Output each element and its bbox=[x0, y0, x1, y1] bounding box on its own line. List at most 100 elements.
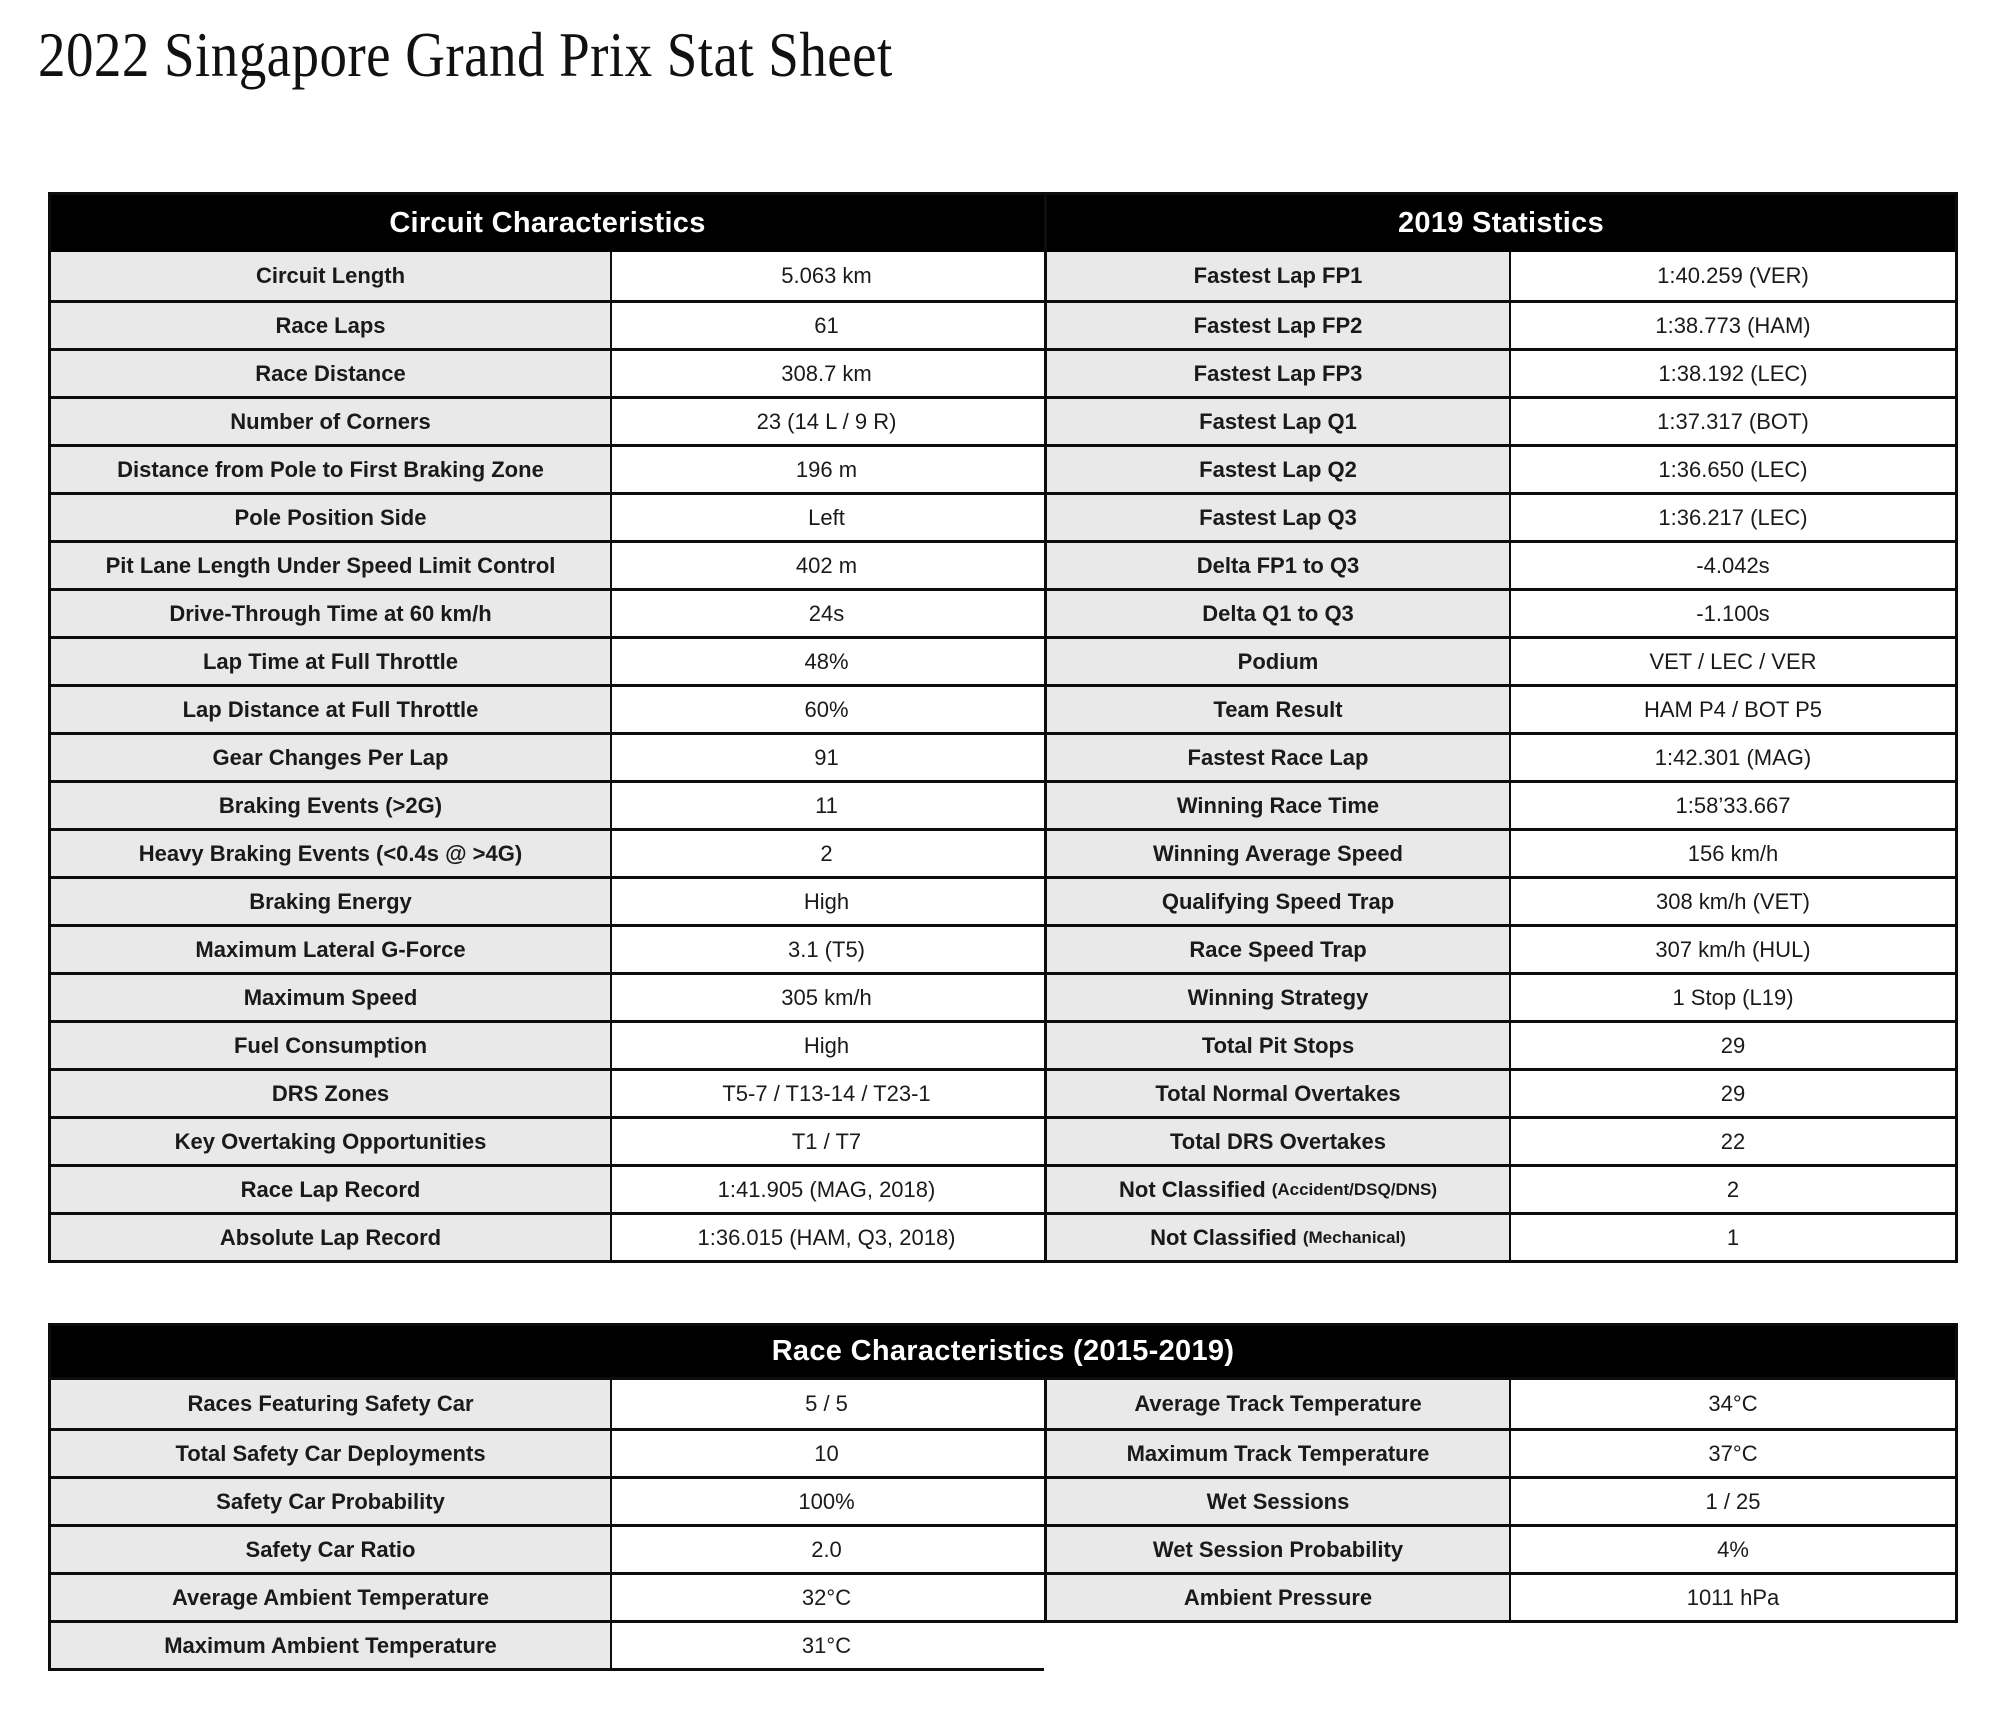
row-value-cell: 1:38.773 (HAM) bbox=[1509, 303, 1955, 348]
table-row: Fuel Consumption High bbox=[51, 1020, 1044, 1068]
row-value-cell: 24s bbox=[610, 591, 1041, 636]
circuit-characteristics-rows: Circuit Length 5.063 km Race Laps 61 Race Di… bbox=[51, 252, 1044, 1260]
table-row: Races Featuring Safety Car 5 / 5 bbox=[51, 1380, 1044, 1428]
table-row: Braking Energy High bbox=[51, 876, 1044, 924]
row-label-cell: Circuit Length bbox=[51, 252, 610, 300]
row-label-cell: Gear Changes Per Lap bbox=[51, 735, 610, 780]
row-value-cell: 1:36.217 (LEC) bbox=[1509, 495, 1955, 540]
row-label-text: DRS Zones bbox=[271, 1080, 390, 1106]
row-label-cell: Fastest Race Lap bbox=[1047, 735, 1509, 780]
table-row: Not Classified (Accident/DSQ/DNS) 2 bbox=[1047, 1164, 1955, 1212]
row-label-text: Total DRS Overtakes bbox=[1169, 1128, 1386, 1154]
row-value-cell: 196 m bbox=[610, 447, 1041, 492]
table-row: Race Speed Trap 307 km/h (HUL) bbox=[1047, 924, 1955, 972]
row-label-text: Qualifying Speed Trap bbox=[1161, 888, 1395, 914]
row-value-text: 402 m bbox=[795, 552, 858, 578]
row-value-text: 29 bbox=[1720, 1080, 1746, 1106]
table-row: Winning Race Time 1:58’33.667 bbox=[1047, 780, 1955, 828]
row-value-text: 305 km/h bbox=[781, 984, 872, 1010]
row-value-text: 156 km/h bbox=[1687, 840, 1779, 866]
row-value-text: 10 bbox=[814, 1440, 839, 1466]
row-label-cell: Maximum Lateral G-Force bbox=[51, 927, 610, 972]
table-row: Fastest Lap FP3 1:38.192 (LEC) bbox=[1047, 348, 1955, 396]
row-label-cell: Wet Sessions bbox=[1047, 1479, 1509, 1524]
row-label-cell: Race Lap Record bbox=[51, 1167, 610, 1212]
section-circuit-and-2019-stats: Circuit Characteristics Circuit Length 5.… bbox=[48, 192, 1958, 1263]
row-value-text: 2 bbox=[820, 840, 833, 866]
race-characteristics-right-table: Average Track Temperature 34°C Maximum Tra… bbox=[1044, 1380, 1958, 1623]
row-label-cell: Winning Average Speed bbox=[1047, 831, 1509, 876]
row-value-text: 2 bbox=[1726, 1176, 1740, 1202]
row-label-cell: Not Classified (Accident/DSQ/DNS) bbox=[1047, 1167, 1509, 1212]
table-row: Fastest Lap Q1 1:37.317 (BOT) bbox=[1047, 396, 1955, 444]
row-label-cell: Fuel Consumption bbox=[51, 1023, 610, 1068]
row-value-text: 1:42.301 (MAG) bbox=[1654, 744, 1812, 770]
row-value-text: -4.042s bbox=[1696, 552, 1770, 578]
stats-2019-rows: Fastest Lap FP1 1:40.259 (VER) Fastest Lap… bbox=[1047, 252, 1955, 1260]
row-value-text: 3.1 (T5) bbox=[787, 936, 866, 962]
row-label-cell: Delta FP1 to Q3 bbox=[1047, 543, 1509, 588]
row-value-cell: 1 / 25 bbox=[1509, 1479, 1955, 1524]
row-label-cell: Braking Events (>2G) bbox=[51, 783, 610, 828]
row-label-text: Not Classified bbox=[1150, 1224, 1297, 1250]
table-row: Delta FP1 to Q3 -4.042s bbox=[1047, 540, 1955, 588]
row-label-text: Total Normal Overtakes bbox=[1155, 1080, 1401, 1106]
row-label-cell: Distance from Pole to First Braking Zone bbox=[51, 447, 610, 492]
row-label-cell: Fastest Lap FP2 bbox=[1047, 303, 1509, 348]
row-label-text: Races Featuring Safety Car bbox=[187, 1391, 474, 1416]
row-label-cell: Delta Q1 to Q3 bbox=[1047, 591, 1509, 636]
row-label-text: Braking Energy bbox=[249, 888, 412, 914]
row-value-text: 1:58’33.667 bbox=[1675, 792, 1791, 818]
row-label-text: Gear Changes Per Lap bbox=[212, 744, 449, 770]
row-value-cell: 1:42.301 (MAG) bbox=[1509, 735, 1955, 780]
table-row: Total Safety Car Deployments 10 bbox=[51, 1428, 1044, 1476]
row-value-text: 1:41.905 (MAG, 2018) bbox=[717, 1176, 936, 1202]
row-value-cell: 4% bbox=[1509, 1527, 1955, 1572]
table-row: Pit Lane Length Under Speed Limit Contro… bbox=[51, 540, 1044, 588]
row-value-cell: 29 bbox=[1509, 1023, 1955, 1068]
row-label-cell: Fastest Lap Q1 bbox=[1047, 399, 1509, 444]
row-label-text: Fastest Lap FP2 bbox=[1193, 312, 1363, 338]
row-value-cell: 3.1 (T5) bbox=[610, 927, 1041, 972]
row-label-text: Total Safety Car Deployments bbox=[175, 1440, 486, 1466]
row-value-cell: 91 bbox=[610, 735, 1041, 780]
table-row: Drive-Through Time at 60 km/h 24s bbox=[51, 588, 1044, 636]
row-value-cell: 29 bbox=[1509, 1071, 1955, 1116]
row-label-text: Wet Sessions bbox=[1206, 1488, 1350, 1514]
row-value-text: 2.0 bbox=[811, 1536, 842, 1562]
row-value-text: 1 bbox=[1726, 1224, 1740, 1250]
table-row: Maximum Track Temperature 37°C bbox=[1047, 1428, 1955, 1476]
row-label-cell: Podium bbox=[1047, 639, 1509, 684]
row-value-cell: 23 (14 L / 9 R) bbox=[610, 399, 1041, 444]
table-row: Wet Sessions 1 / 25 bbox=[1047, 1476, 1955, 1524]
race-characteristics-body: Races Featuring Safety Car 5 / 5 Total Saf… bbox=[48, 1380, 1958, 1671]
row-value-text: 34°C bbox=[1708, 1391, 1758, 1416]
row-label-cell: Fastest Lap Q2 bbox=[1047, 447, 1509, 492]
row-label-text: Number of Corners bbox=[230, 408, 431, 434]
stats-2019-table: 2019 Statistics Fastest Lap FP1 1:40.259 … bbox=[1044, 192, 1958, 1263]
row-value-text: 60% bbox=[804, 696, 849, 722]
row-label-text: Distance from Pole to First Braking Zone bbox=[117, 456, 544, 482]
row-value-text: 1:36.217 (LEC) bbox=[1658, 504, 1808, 530]
row-value-cell: 31°C bbox=[610, 1623, 1041, 1668]
row-value-text: High bbox=[803, 1032, 850, 1058]
row-label-cell: Lap Distance at Full Throttle bbox=[51, 687, 610, 732]
row-value-cell: 402 m bbox=[610, 543, 1041, 588]
table-row: Pole Position Side Left bbox=[51, 492, 1044, 540]
row-label-text: Key Overtaking Opportunities bbox=[174, 1128, 487, 1154]
row-value-text: 1:36.650 (LEC) bbox=[1658, 456, 1808, 482]
row-value-cell: 308.7 km bbox=[610, 351, 1041, 396]
row-value-cell: 1:38.192 (LEC) bbox=[1509, 351, 1955, 396]
row-value-cell: High bbox=[610, 1023, 1041, 1068]
table-row: Maximum Lateral G-Force 3.1 (T5) bbox=[51, 924, 1044, 972]
row-label-cell: Maximum Speed bbox=[51, 975, 610, 1020]
row-value-text: 1:37.317 (BOT) bbox=[1657, 408, 1809, 434]
row-value-cell: 5.063 km bbox=[610, 252, 1041, 300]
row-value-text: 61 bbox=[814, 312, 839, 338]
row-label-text: Maximum Lateral G-Force bbox=[195, 936, 466, 962]
table-row: Race Distance 308.7 km bbox=[51, 348, 1044, 396]
table-row: Maximum Speed 305 km/h bbox=[51, 972, 1044, 1020]
row-label-cell: Fastest Lap FP1 bbox=[1047, 252, 1509, 300]
row-value-text: VET / LEC / VER bbox=[1649, 648, 1817, 674]
